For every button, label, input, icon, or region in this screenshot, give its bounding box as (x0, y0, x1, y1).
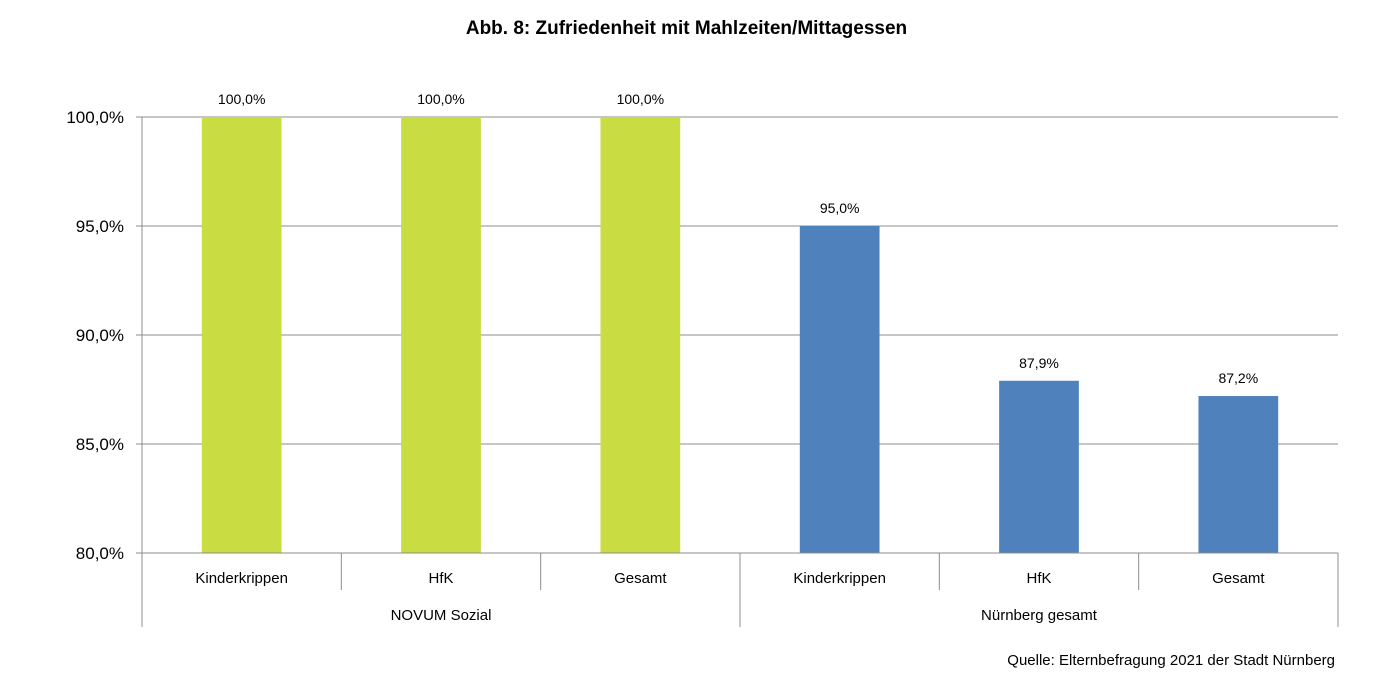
bar (1198, 396, 1279, 553)
source-note: Quelle: Elternbefragung 2021 der Stadt N… (1007, 652, 1335, 669)
y-tick-label: 90,0% (76, 326, 124, 345)
gridlines (142, 116, 1338, 554)
x-tick-label: Kinderkrippen (793, 570, 886, 587)
data-label: 87,9% (1019, 355, 1059, 371)
bar (999, 380, 1079, 553)
bar (201, 117, 282, 553)
bar (799, 226, 880, 553)
bar (401, 117, 481, 553)
bar (600, 117, 681, 553)
y-tick-label: 80,0% (76, 544, 124, 563)
data-label: 100,0% (417, 91, 464, 107)
y-tick-label: 85,0% (76, 435, 124, 454)
data-label: 100,0% (617, 91, 664, 107)
y-tick-label: 100,0% (66, 108, 124, 127)
labels: 80,0% 85,0% 90,0% 95,0% 100,0% 100,0% Kinderkr… (66, 91, 1265, 624)
x-tick-label: Kinderkrippen (195, 570, 288, 587)
x-tick-label: HfK (428, 570, 453, 587)
x-tick-label: Gesamt (614, 570, 667, 587)
x-tick-label: Gesamt (1212, 570, 1265, 587)
group-label: Nürnberg gesamt (981, 607, 1098, 624)
data-label: 87,2% (1218, 370, 1258, 386)
data-label: 100,0% (218, 91, 265, 107)
bars (201, 117, 1279, 553)
x-tick-label: HfK (1026, 570, 1051, 587)
axes (136, 116, 1339, 627)
chart-title: Abb. 8: Zufriedenheit mit Mahlzeiten/Mit… (465, 18, 908, 39)
data-label: 95,0% (820, 200, 860, 216)
y-tick-label: 95,0% (76, 217, 124, 236)
group-label: NOVUM Sozial (391, 607, 492, 624)
